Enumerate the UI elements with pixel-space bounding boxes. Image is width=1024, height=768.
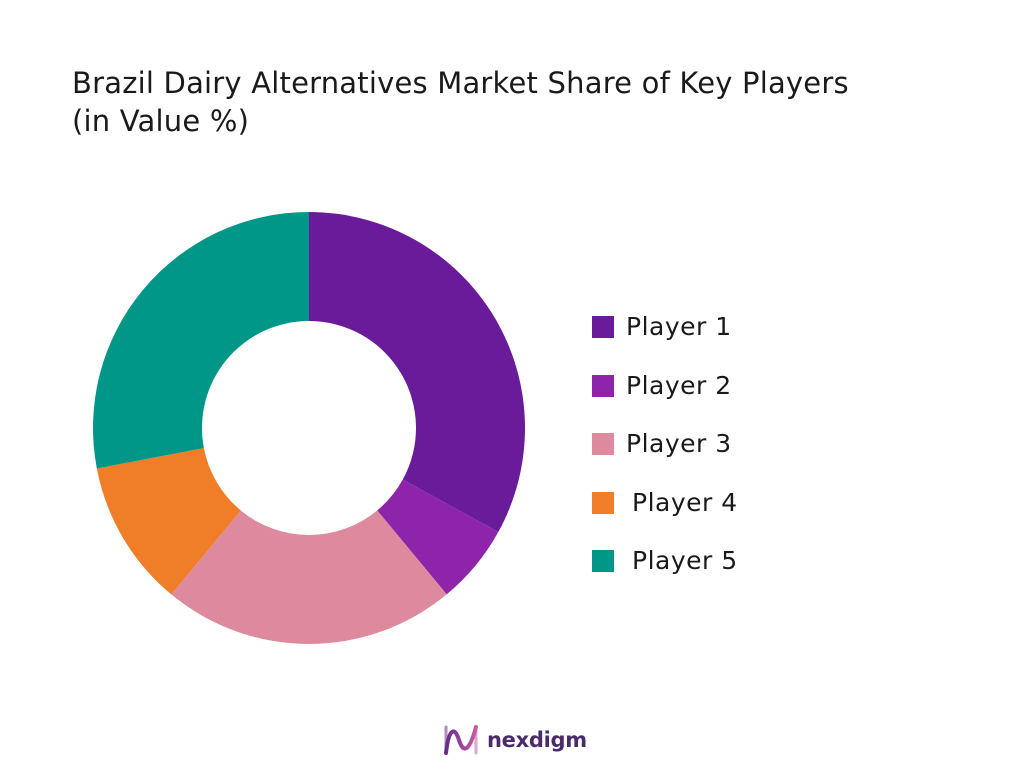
nexdigm-logo-icon [444,725,478,755]
legend-swatch [592,374,614,397]
brand-logo: nexdigm [443,720,587,760]
chart-legend: Player 1 Player 2 Player 3 Player 4 Play… [592,298,738,591]
legend-swatch [592,316,614,339]
legend-item-player-1: Player 1 [592,298,738,357]
chart-title-line-1: Brazil Dairy Alternatives Market Share o… [72,66,849,100]
donut-slice-player-1 [309,212,525,533]
legend-item-player-2: Player 2 [592,357,738,416]
legend-item-player-3: Player 3 [592,415,738,474]
legend-label: Player 3 [626,429,732,459]
chart-title: Brazil Dairy Alternatives Market Share o… [72,64,972,140]
donut-slice-player-5 [92,212,309,469]
legend-item-player-5: Player 5 [592,532,738,591]
legend-swatch [592,491,614,514]
legend-label: Player 2 [626,370,732,400]
donut-slice-player-2 [377,479,499,595]
legend-label: Player 1 [626,312,732,342]
legend-label: Player 5 [632,546,738,576]
legend-swatch [592,433,614,456]
legend-swatch [592,550,614,573]
brand-name: nexdigm [487,728,587,752]
legend-label: Player 4 [632,487,738,517]
donut-slice-player-4 [96,448,241,595]
donut-slice-player-3 [171,510,447,644]
legend-item-player-4: Player 4 [592,474,738,533]
chart-title-line-2: (in Value %) [72,104,250,138]
